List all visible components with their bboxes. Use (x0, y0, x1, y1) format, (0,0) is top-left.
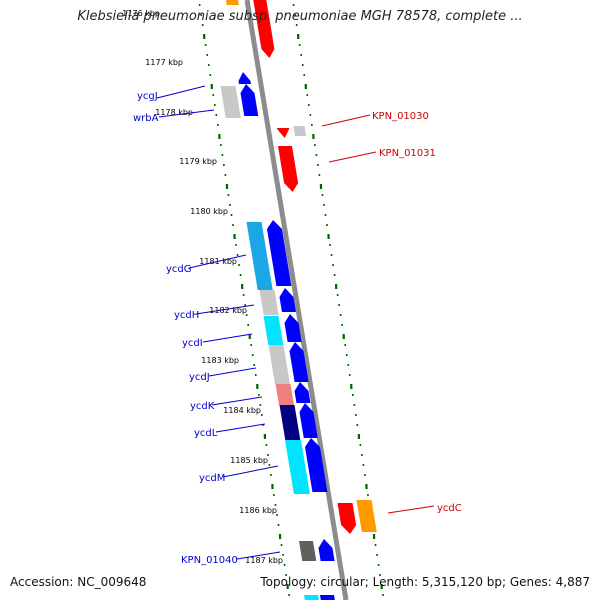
gene-feature-forward (320, 595, 335, 600)
gene-label: KPN_01031 (379, 148, 436, 159)
label-leader-line (158, 109, 215, 118)
gene-feature-gray (259, 290, 279, 315)
genome-summary: Topology: circular; Length: 5,315,120 bp… (260, 575, 590, 589)
tick-label: 1183 kbp (201, 356, 239, 365)
gene-label: KPN_01040 (181, 555, 238, 566)
tick-label: 1180 kbp (190, 207, 228, 216)
gene-label: ycdL (194, 428, 218, 439)
gene-label: ycdH (174, 310, 199, 321)
gene-feature-cyan (263, 316, 284, 345)
gene-feature-forward (279, 288, 296, 312)
gene-feature-forward (266, 220, 292, 286)
label-leader-line (328, 151, 377, 163)
gene-feature-gray (268, 345, 290, 384)
gene-label: KPN_01030 (372, 111, 429, 122)
gene-labels: ycgJ wrbA ycdG ycdH ycdI ycdJ ycdK ycdL ycdM KPN_… (133, 85, 462, 566)
gene-feature-reverse (277, 128, 290, 138)
tick-label: 1179 kbp (179, 157, 217, 166)
gene-feature-reverse (253, 0, 275, 58)
tick-label: 1178 kbp (155, 108, 193, 117)
accession-info: Accession: NC_009648 (10, 575, 147, 589)
label-leader-line (236, 551, 281, 560)
label-leader-line (321, 114, 371, 127)
label-leader-line (195, 304, 255, 315)
gene-feature-cyan (304, 595, 319, 600)
label-leader-line (387, 505, 435, 514)
gene-label: ycgJ (137, 91, 158, 102)
gene-label: wrbA (133, 113, 159, 124)
genome-backbone (244, 0, 349, 600)
label-leader-line (208, 367, 257, 377)
gene-feature-gray (293, 126, 307, 136)
gene-feature-forward (284, 314, 302, 342)
gene-label: ycdJ (189, 372, 210, 383)
gene-label: ycdM (199, 473, 225, 484)
gene-label: ycdK (190, 401, 215, 412)
gene-feature-darkgray (299, 541, 317, 561)
inner-tick-marks (292, 3, 384, 597)
label-leader-line (202, 333, 253, 343)
label-leader-line (211, 396, 263, 406)
gene-feature-forward (289, 342, 309, 382)
label-leader-line (188, 254, 247, 269)
gene-feature-reverse (337, 503, 357, 534)
tick-label: 1177 kbp (145, 58, 183, 67)
label-leader-line (222, 465, 279, 478)
tick-label: 1186 kbp (239, 506, 277, 515)
gene-feature-forward (240, 84, 259, 116)
tick-label: 1185 kbp (230, 456, 268, 465)
gene-feature-navy (279, 405, 301, 440)
gene-label: ycdG (166, 264, 192, 275)
gene-feature-cyan (285, 440, 310, 494)
label-leader-line (156, 85, 206, 99)
gene-feature-forward (299, 403, 318, 438)
gene-feature-orange (226, 0, 239, 5)
gene-features (220, 0, 377, 600)
gene-label: ycdC (437, 503, 462, 514)
tick-label: 1184 kbp (223, 406, 261, 415)
tick-label: 1187 kbp (245, 556, 283, 565)
outer-tick-marks (198, 3, 290, 597)
tick-label: 1182 kbp (209, 306, 247, 315)
tick-label: 1176 kbp (122, 9, 160, 18)
gene-feature-forward (304, 438, 328, 492)
gene-feature-orange (356, 500, 377, 532)
map-title: Klebsiella pneumoniae subsp. pneumoniae … (77, 9, 523, 24)
gene-feature-pink (275, 384, 294, 405)
gene-feature-forward (294, 382, 311, 403)
gene-feature-forward (318, 539, 335, 561)
gene-feature-gray (220, 86, 241, 118)
gene-feature-reverse (278, 146, 299, 192)
gene-feature-sky (246, 222, 273, 290)
gene-label: ycdI (182, 338, 203, 349)
label-leader-line (215, 423, 266, 433)
gene-feature-forward (238, 72, 251, 84)
